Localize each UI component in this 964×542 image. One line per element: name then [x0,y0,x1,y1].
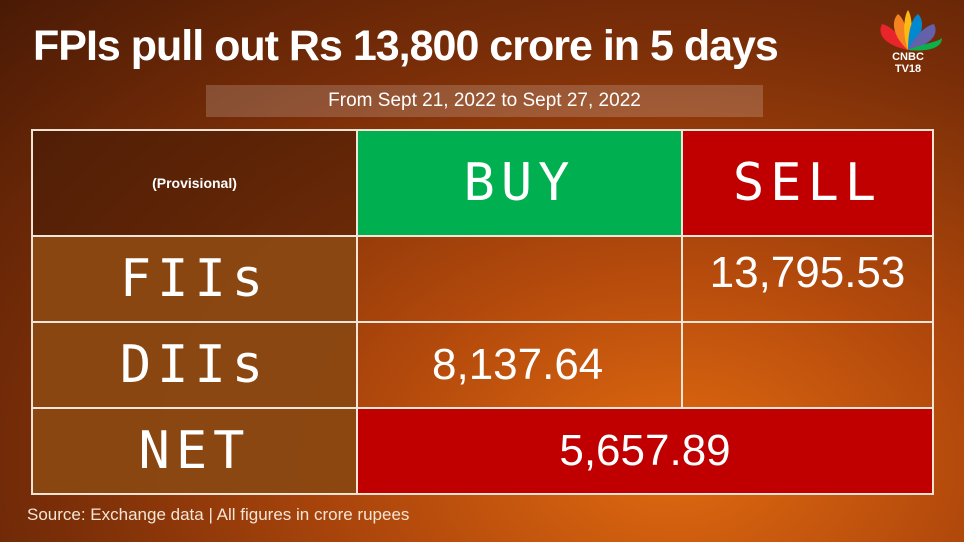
fiis-sell-value: 13,795.53 [682,236,933,322]
cnbc-tv18-logo: CNBC TV18 [880,10,942,74]
diis-row-label: DIIs [32,322,357,408]
peacock-logo-icon [880,10,942,51]
subtitle-bar: From Sept 21, 2022 to Sept 27, 2022 [206,85,763,117]
date-range-subtitle: From Sept 21, 2022 to Sept 27, 2022 [328,90,641,111]
diis-buy-value: 8,137.64 [357,322,682,408]
svg-text:CNBC: CNBC [892,51,924,63]
buy-column-header: BUY [357,130,682,236]
fpi-flow-table: (Provisional) BUY SELL FIIs 13,795.53 DI… [31,129,934,495]
svg-text:TV18: TV18 [895,63,921,74]
source-note: Source: Exchange data | All figures in c… [27,505,410,524]
sell-column-header: SELL [682,130,933,236]
net-value: 5,657.89 [357,408,933,494]
fiis-buy-value [357,236,682,322]
net-row-label: NET [32,408,357,494]
provisional-header: (Provisional) [32,130,357,236]
page-title: FPIs pull out Rs 13,800 crore in 5 days [33,22,779,70]
diis-sell-value [682,322,933,408]
fiis-row-label: FIIs [32,236,357,322]
